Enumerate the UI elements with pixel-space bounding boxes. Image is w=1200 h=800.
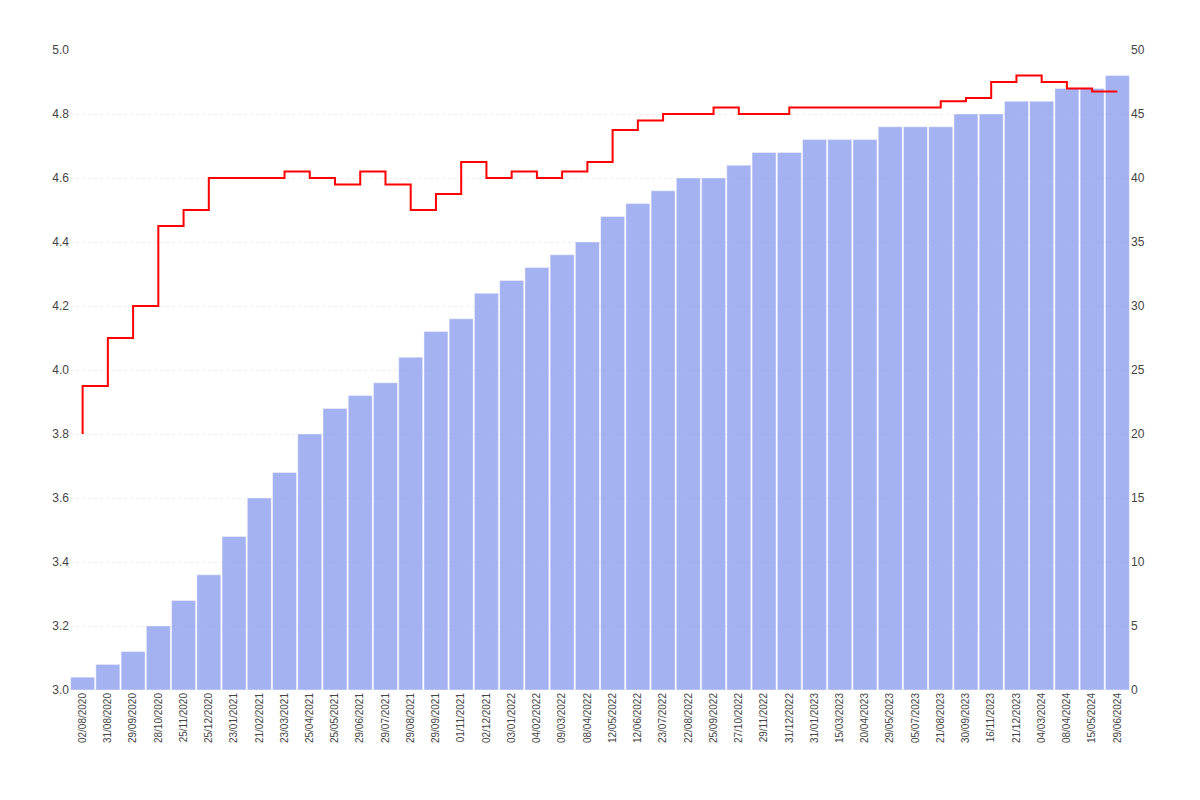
svg-text:31/12/2022: 31/12/2022 xyxy=(784,693,795,743)
svg-text:22/08/2022: 22/08/2022 xyxy=(683,693,694,743)
svg-text:50: 50 xyxy=(1131,43,1145,57)
svg-text:02/12/2021: 02/12/2021 xyxy=(481,693,492,743)
svg-text:45: 45 xyxy=(1131,107,1145,121)
svg-text:30/09/2023: 30/09/2023 xyxy=(960,693,971,743)
svg-text:3.2: 3.2 xyxy=(52,619,69,633)
svg-text:4.2: 4.2 xyxy=(52,299,69,313)
svg-text:28/10/2020: 28/10/2020 xyxy=(153,693,164,743)
svg-text:29/08/2021: 29/08/2021 xyxy=(405,693,416,743)
svg-text:02/08/2020: 02/08/2020 xyxy=(77,693,88,743)
svg-text:4.6: 4.6 xyxy=(52,171,69,185)
svg-text:29/06/2024: 29/06/2024 xyxy=(1112,693,1123,743)
svg-text:3.6: 3.6 xyxy=(52,491,69,505)
svg-text:12/06/2022: 12/06/2022 xyxy=(632,693,643,743)
svg-text:25/05/2021: 25/05/2021 xyxy=(329,693,340,743)
svg-text:21/12/2023: 21/12/2023 xyxy=(1011,693,1022,743)
svg-text:4.4: 4.4 xyxy=(52,235,69,249)
svg-text:4.0: 4.0 xyxy=(52,363,69,377)
svg-text:31/08/2020: 31/08/2020 xyxy=(102,693,113,743)
svg-text:29/09/2021: 29/09/2021 xyxy=(430,693,441,743)
svg-text:25/12/2020: 25/12/2020 xyxy=(203,693,214,743)
svg-text:31/01/2023: 31/01/2023 xyxy=(809,693,820,743)
svg-text:29/06/2021: 29/06/2021 xyxy=(354,693,365,743)
svg-text:25/04/2021: 25/04/2021 xyxy=(304,693,315,743)
svg-text:29/11/2022: 29/11/2022 xyxy=(758,693,769,743)
svg-text:21/02/2021: 21/02/2021 xyxy=(254,693,265,743)
svg-text:21/08/2023: 21/08/2023 xyxy=(935,693,946,743)
svg-text:3.8: 3.8 xyxy=(52,427,69,441)
svg-text:25/11/2020: 25/11/2020 xyxy=(178,693,189,743)
svg-text:23/01/2021: 23/01/2021 xyxy=(228,693,239,743)
svg-text:04/02/2022: 04/02/2022 xyxy=(531,693,542,743)
svg-text:04/03/2024: 04/03/2024 xyxy=(1036,693,1047,743)
svg-text:10: 10 xyxy=(1131,555,1145,569)
svg-text:30: 30 xyxy=(1131,299,1145,313)
svg-text:20: 20 xyxy=(1131,427,1145,441)
svg-text:4.8: 4.8 xyxy=(52,107,69,121)
svg-text:29/09/2020: 29/09/2020 xyxy=(127,693,138,743)
svg-text:27/10/2022: 27/10/2022 xyxy=(733,693,744,743)
svg-text:12/05/2022: 12/05/2022 xyxy=(607,693,618,743)
svg-text:5.0: 5.0 xyxy=(52,43,69,57)
svg-text:35: 35 xyxy=(1131,235,1145,249)
svg-text:3.0: 3.0 xyxy=(52,683,69,697)
svg-text:25/09/2022: 25/09/2022 xyxy=(708,693,719,743)
svg-text:08/04/2022: 08/04/2022 xyxy=(582,693,593,743)
svg-text:40: 40 xyxy=(1131,171,1145,185)
svg-text:09/03/2022: 09/03/2022 xyxy=(556,693,567,743)
svg-text:05/07/2023: 05/07/2023 xyxy=(910,693,921,743)
svg-text:0: 0 xyxy=(1131,683,1138,697)
svg-text:16/11/2023: 16/11/2023 xyxy=(985,693,996,743)
svg-text:15/05/2024: 15/05/2024 xyxy=(1086,693,1097,743)
svg-text:15: 15 xyxy=(1131,491,1145,505)
svg-text:3.4: 3.4 xyxy=(52,555,69,569)
svg-text:23/07/2022: 23/07/2022 xyxy=(657,693,668,743)
svg-text:08/04/2024: 08/04/2024 xyxy=(1061,693,1072,743)
svg-text:03/01/2022: 03/01/2022 xyxy=(506,693,517,743)
svg-text:01/11/2021: 01/11/2021 xyxy=(455,693,466,743)
svg-text:20/04/2023: 20/04/2023 xyxy=(859,693,870,743)
svg-text:29/07/2021: 29/07/2021 xyxy=(380,693,391,743)
svg-text:23/03/2021: 23/03/2021 xyxy=(279,693,290,743)
svg-text:29/05/2023: 29/05/2023 xyxy=(884,693,895,743)
svg-text:5: 5 xyxy=(1131,619,1138,633)
svg-text:15/03/2023: 15/03/2023 xyxy=(834,693,845,743)
svg-text:25: 25 xyxy=(1131,363,1145,377)
